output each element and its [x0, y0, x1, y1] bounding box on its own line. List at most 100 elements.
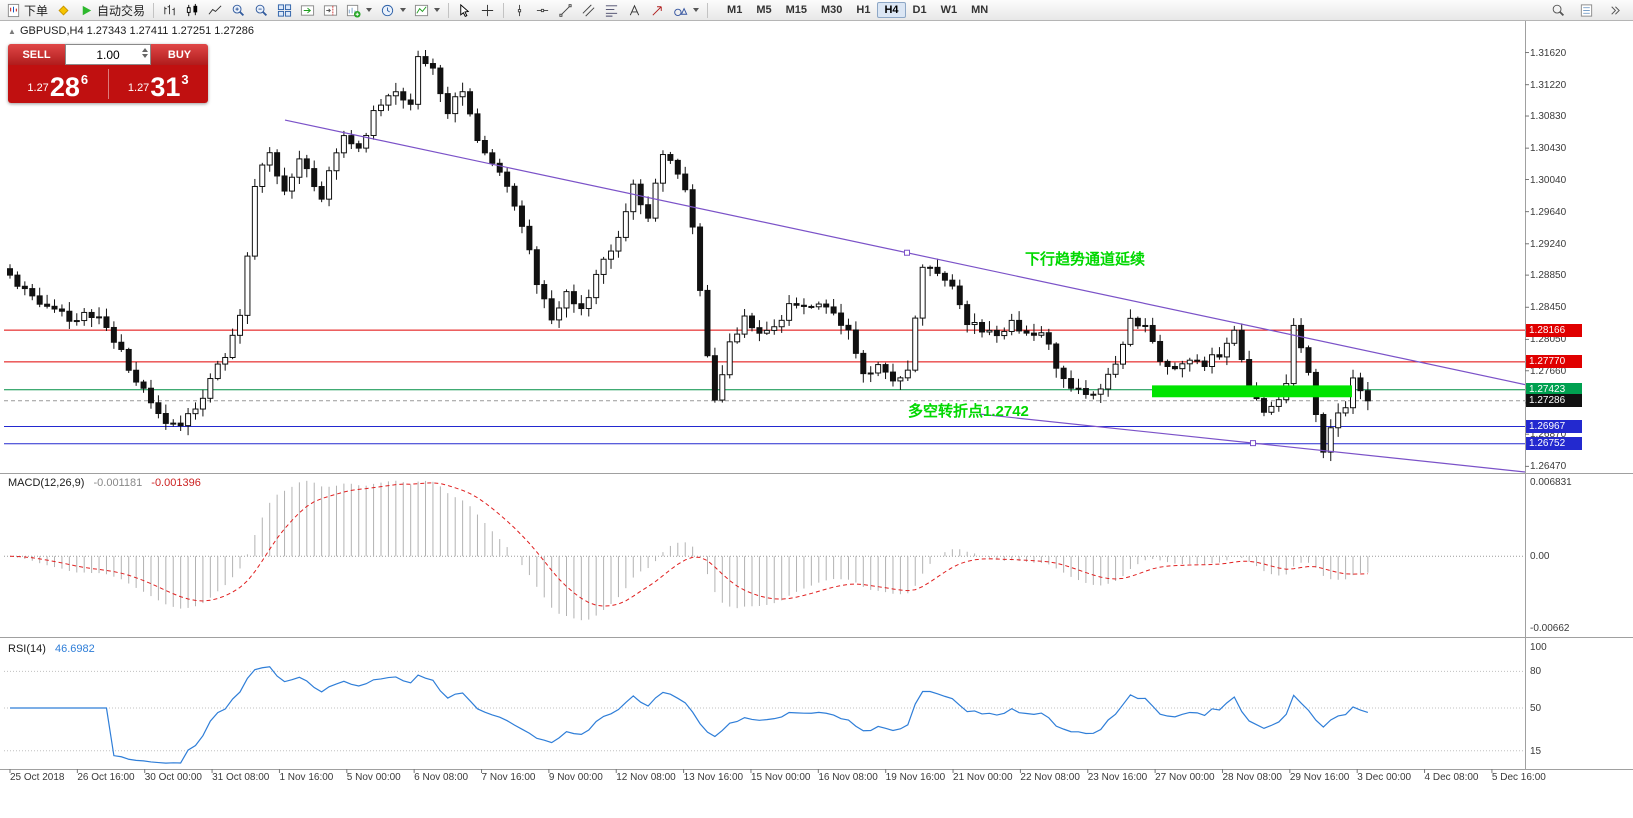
- candle-body: [1223, 342, 1230, 358]
- indicators-button[interactable]: [410, 0, 444, 20]
- candle-body: [674, 159, 681, 175]
- timeframe-button-M5[interactable]: M5: [756, 4, 772, 16]
- timeframe-button-M30[interactable]: M30: [821, 4, 843, 16]
- chart-shift-button[interactable]: [319, 0, 342, 20]
- candle-body: [726, 341, 733, 376]
- toolbar-overflow-button[interactable]: [1603, 0, 1626, 20]
- volume-stepper[interactable]: [142, 48, 148, 58]
- candle-body: [118, 341, 125, 350]
- candle-body: [1305, 347, 1312, 373]
- line-chart-mode-button[interactable]: [204, 0, 227, 20]
- candle-body: [979, 322, 986, 333]
- vertical-line-tool-button[interactable]: [508, 0, 531, 20]
- candle-body: [44, 303, 51, 307]
- tile-windows-button[interactable]: [273, 0, 296, 20]
- candle-body: [756, 327, 763, 334]
- stepper-up-icon[interactable]: [142, 48, 148, 52]
- rsi-line: [10, 666, 1369, 764]
- sell-price-base: 1.27: [27, 82, 49, 94]
- sell-price-display[interactable]: 1.27 28 6: [8, 65, 108, 103]
- candle-body: [1194, 359, 1201, 362]
- timeframe-button-M1[interactable]: M1: [727, 4, 743, 16]
- symbols-list-button[interactable]: [1575, 0, 1598, 20]
- candle-body: [251, 185, 258, 257]
- timeframe-button-H1[interactable]: H1: [856, 4, 871, 16]
- candle-body: [147, 387, 154, 404]
- arrow-tool-button[interactable]: [646, 0, 669, 20]
- buy-button[interactable]: BUY: [151, 44, 208, 65]
- new-chart-icon: [346, 4, 361, 18]
- chevron-right-icon: [1611, 5, 1620, 15]
- stepper-down-icon[interactable]: [142, 54, 148, 58]
- candle-body: [1082, 388, 1089, 395]
- new-chart-button[interactable]: [342, 0, 376, 20]
- auto-scroll-button[interactable]: [296, 0, 319, 20]
- timeframe-button-D1[interactable]: D1: [912, 4, 927, 16]
- candle-body: [400, 91, 407, 101]
- candle-body: [682, 173, 689, 191]
- candle-body: [912, 317, 919, 371]
- timeframe-button-M15[interactable]: M15: [785, 4, 807, 16]
- autotrading-button[interactable]: 自动交易: [75, 0, 149, 20]
- periods-button[interactable]: [376, 0, 410, 20]
- trendline-handle[interactable]: [904, 249, 910, 256]
- trade-panel-collapse-icon[interactable]: ▲: [8, 27, 16, 36]
- timeframe-button-W1[interactable]: W1: [940, 4, 958, 16]
- zoom-out-button[interactable]: [250, 0, 273, 20]
- bar-chart-mode-button[interactable]: [158, 0, 181, 20]
- volume-input[interactable]: 1.00: [65, 44, 151, 65]
- line-chart-icon: [208, 4, 222, 15]
- sell-price-big: 28: [49, 72, 80, 103]
- candle-body: [815, 303, 822, 308]
- candle-body: [1068, 378, 1075, 389]
- horizontal-line-tool-button[interactable]: [531, 0, 554, 20]
- new-order-button[interactable]: 下单: [2, 0, 52, 20]
- timeframe-button-H4[interactable]: H4: [877, 2, 906, 18]
- timeframe-group: M1 M5 M15 M30 H1 H4 D1 W1 MN: [720, 2, 995, 18]
- candle-body: [659, 154, 666, 184]
- crosshair-tool-button[interactable]: [476, 0, 499, 20]
- fibonacci-tool-button[interactable]: [600, 0, 623, 20]
- zoom-in-button[interactable]: [227, 0, 250, 20]
- channel-tool-button[interactable]: [577, 0, 600, 20]
- candle-body: [1246, 359, 1253, 387]
- candlestick-mode-button[interactable]: [181, 0, 204, 20]
- timeframe-button-MN[interactable]: MN: [971, 4, 989, 16]
- candle-body: [288, 176, 295, 192]
- candle-body: [986, 329, 993, 333]
- candle-body: [600, 258, 607, 275]
- text-tool-button[interactable]: [623, 0, 646, 20]
- candle-body: [897, 377, 904, 382]
- cursor-tool-button[interactable]: [453, 0, 476, 20]
- trendline-tool-button[interactable]: [554, 0, 577, 20]
- candle-body: [281, 175, 288, 192]
- candle-body: [1112, 363, 1119, 375]
- highlight-rectangle[interactable]: [1152, 385, 1352, 398]
- sell-button[interactable]: SELL: [8, 44, 65, 65]
- candle-body: [941, 272, 948, 281]
- search-button[interactable]: [1547, 0, 1570, 20]
- candle-body: [867, 372, 874, 375]
- candle-body: [593, 273, 600, 299]
- mql-market-button[interactable]: [52, 0, 75, 20]
- candle-body: [51, 305, 58, 310]
- trendline-handle[interactable]: [1250, 440, 1256, 447]
- candle-body: [1209, 354, 1216, 367]
- candle-body: [704, 289, 711, 357]
- candle-body: [719, 374, 726, 401]
- candle-body: [133, 369, 140, 383]
- candle-body: [244, 255, 251, 316]
- arrow-icon: [652, 5, 662, 16]
- buy-price-display[interactable]: 1.27 31 3: [109, 65, 209, 103]
- chart-shift-icon: [323, 4, 338, 16]
- shapes-tool-button[interactable]: [669, 0, 703, 20]
- candle-body: [96, 316, 103, 319]
- candle-body: [964, 304, 971, 326]
- candle-body: [1075, 387, 1082, 390]
- candle-body: [29, 288, 36, 297]
- candle-body: [192, 408, 199, 415]
- candle-body: [1149, 324, 1156, 342]
- candle-body: [585, 297, 592, 310]
- candle-body: [645, 204, 652, 219]
